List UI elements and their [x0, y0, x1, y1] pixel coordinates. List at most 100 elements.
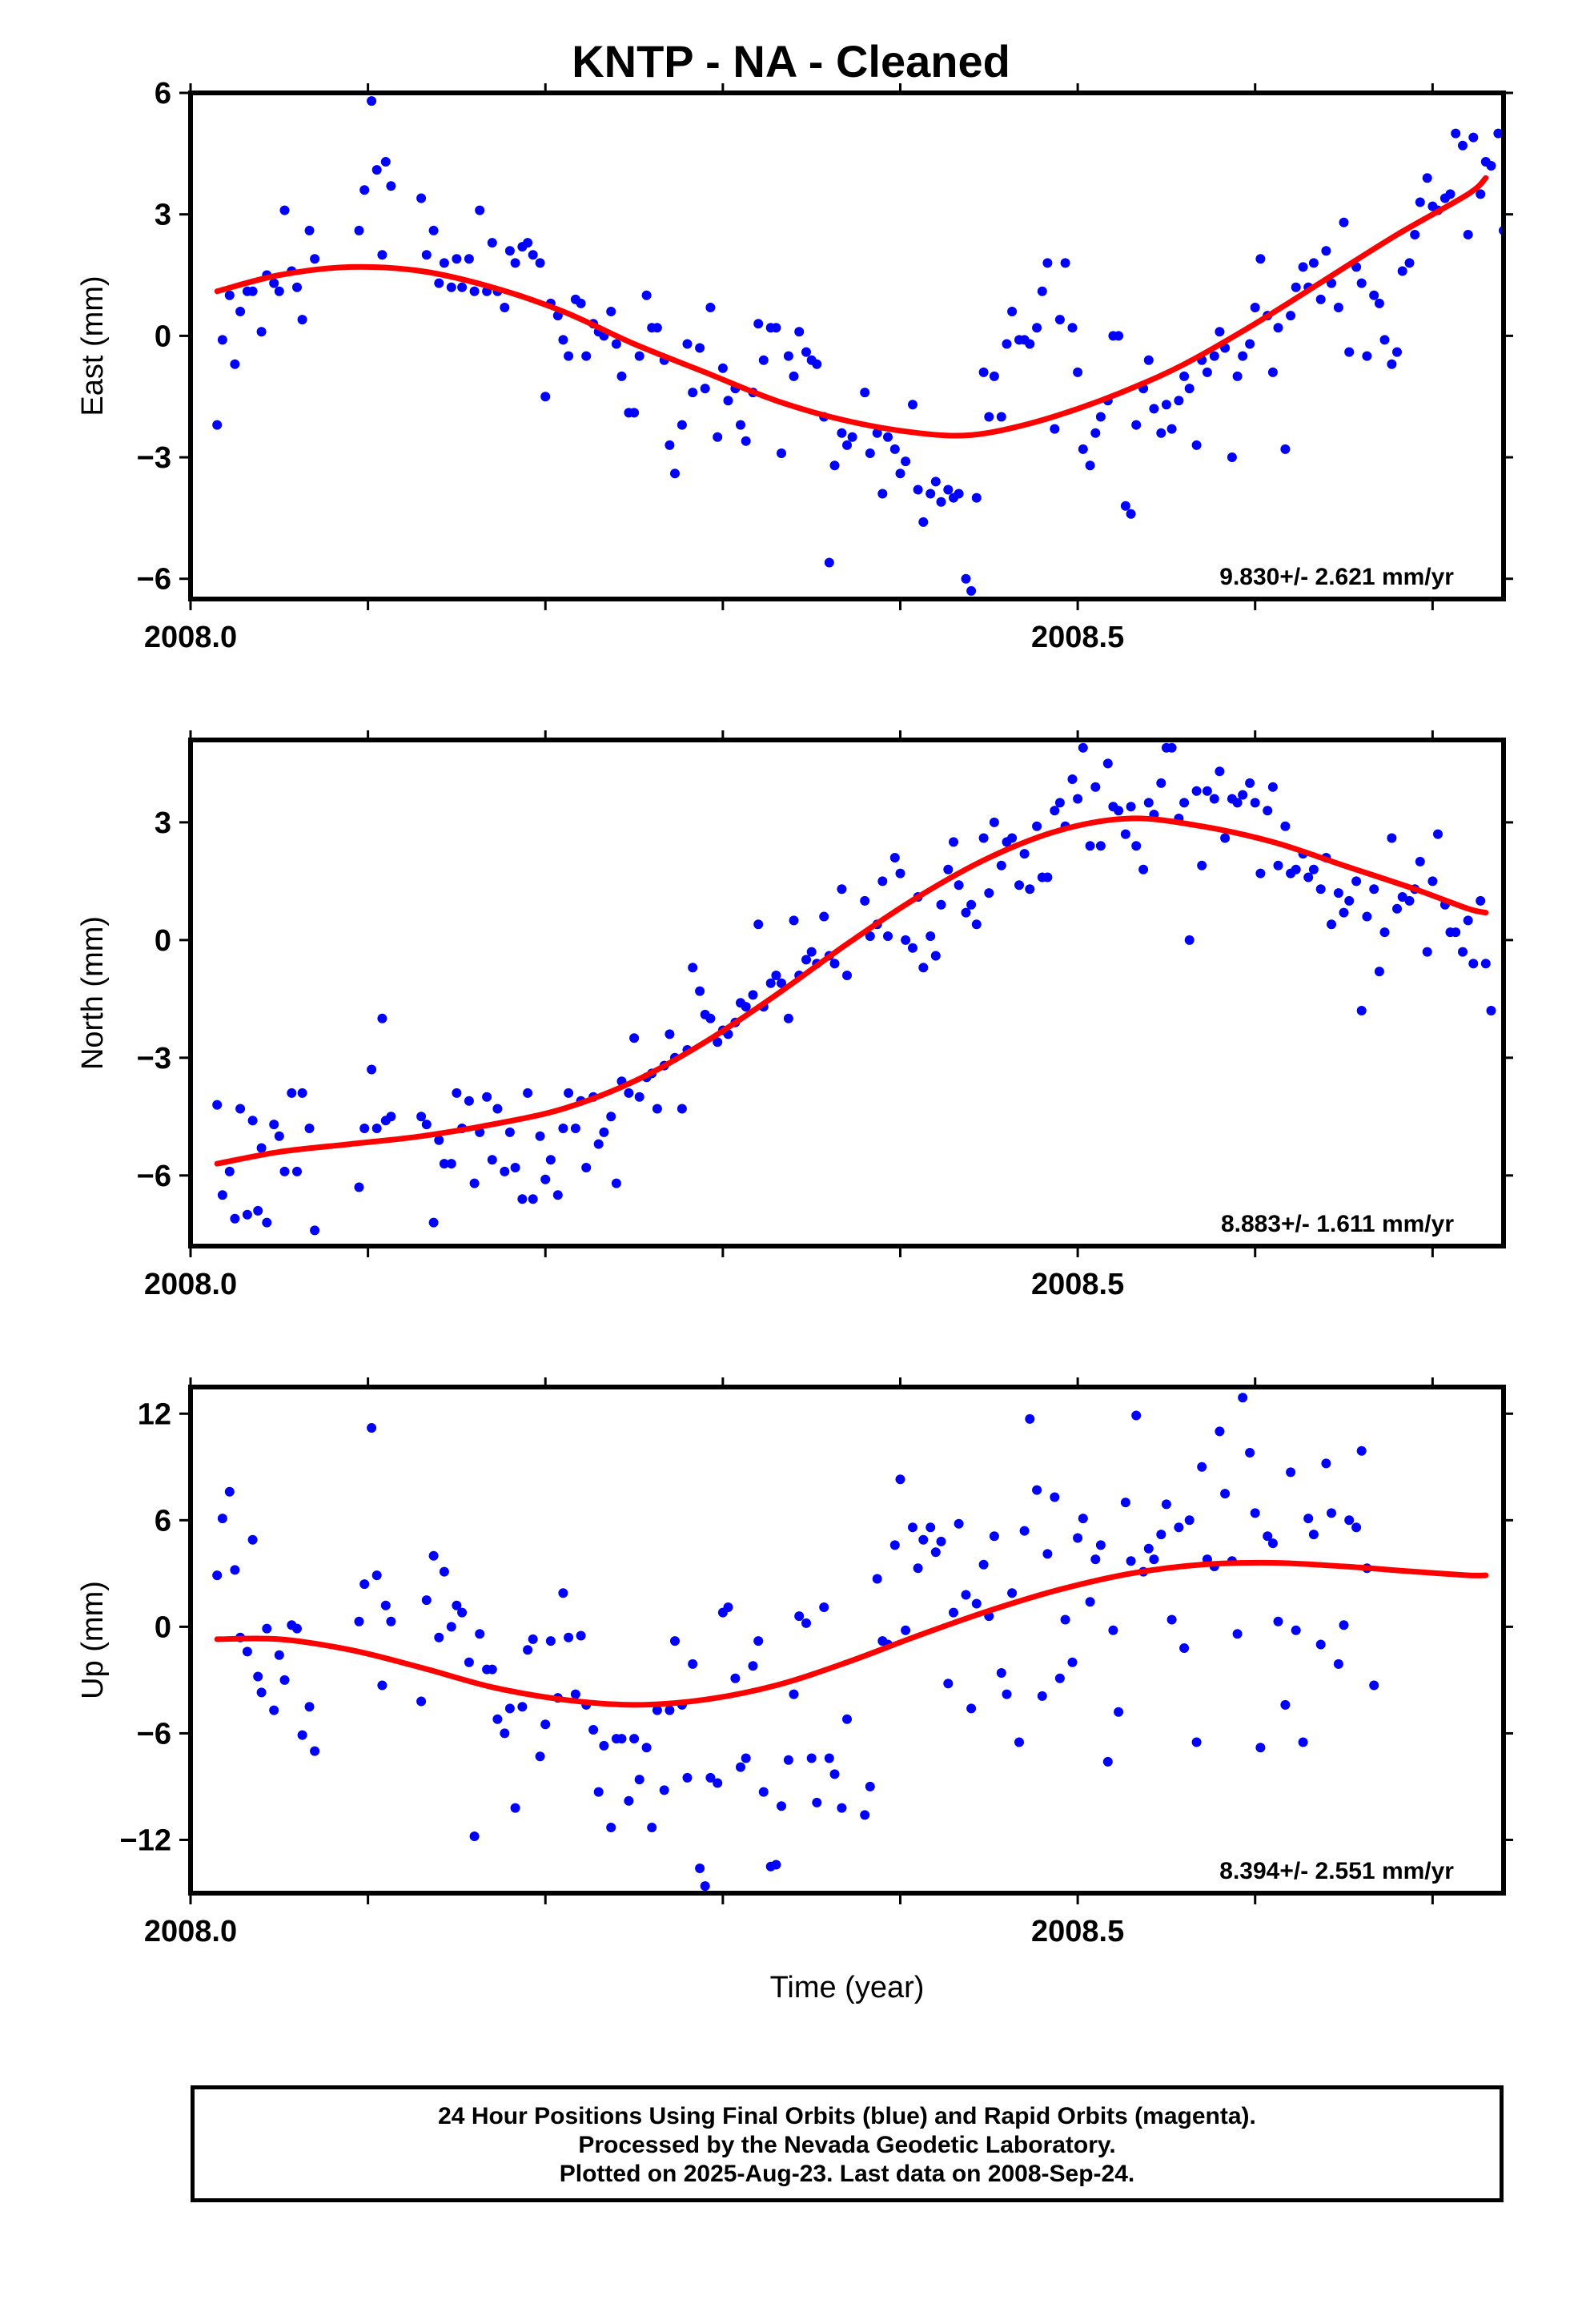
data-point [741, 436, 751, 446]
data-point [367, 1423, 377, 1433]
data-point [371, 1570, 382, 1581]
data-point [439, 1159, 449, 1169]
data-point [936, 899, 946, 910]
data-point [829, 1769, 840, 1779]
data-point [943, 864, 954, 875]
data-point [606, 307, 616, 316]
data-point [469, 1178, 480, 1188]
data-point [989, 817, 999, 827]
data-point [386, 1112, 396, 1122]
data-point [847, 432, 857, 442]
data-point [860, 895, 870, 906]
data-point [354, 1616, 364, 1626]
data-point [224, 1486, 235, 1497]
data-point [611, 339, 621, 349]
y-tick-label: 6 [155, 77, 171, 111]
data-point [713, 1778, 723, 1788]
data-point [801, 955, 811, 965]
data-point [1174, 1522, 1184, 1533]
data-point [377, 250, 387, 260]
data-point [593, 1139, 604, 1149]
data-point [446, 1622, 456, 1632]
data-point [1166, 424, 1177, 434]
east-frame [188, 90, 1506, 601]
data-point [652, 323, 662, 333]
data-point [901, 935, 911, 945]
data-point [1191, 1737, 1202, 1747]
data-point [1232, 1629, 1243, 1639]
data-point [877, 489, 888, 499]
data-point [1415, 197, 1425, 207]
data-point [523, 238, 533, 248]
data-point [1303, 872, 1314, 883]
data-point [1379, 927, 1390, 938]
data-point [1522, 133, 1532, 143]
data-point [545, 1155, 556, 1165]
data-point [989, 1531, 999, 1542]
data-point [558, 1588, 568, 1598]
data-point [1202, 786, 1212, 796]
data-point [446, 282, 456, 292]
data-point [1451, 927, 1461, 938]
data-point [777, 978, 786, 988]
data-point [1493, 128, 1504, 139]
data-point [256, 1143, 267, 1153]
data-point [1220, 1489, 1231, 1499]
data-point [1149, 1554, 1159, 1565]
data-point [1369, 884, 1379, 895]
data-point [1291, 864, 1301, 875]
data-point [1073, 1533, 1083, 1543]
data-point [367, 1064, 377, 1075]
north-fit-line [214, 815, 1489, 1167]
data-point [377, 1013, 387, 1023]
data-point [1463, 230, 1473, 239]
data-point [1209, 794, 1219, 804]
data-point [564, 1088, 574, 1098]
data-point [434, 1135, 444, 1145]
data-point [371, 165, 382, 175]
data-point [292, 282, 302, 292]
data-point [416, 1696, 427, 1707]
data-point [523, 1645, 533, 1655]
data-point [842, 971, 852, 980]
data-point [926, 931, 936, 941]
data-point [1280, 444, 1291, 454]
data-point [242, 1209, 252, 1220]
data-point [1032, 1485, 1042, 1495]
data-point [377, 1680, 387, 1691]
data-point [1427, 876, 1438, 887]
data-point [1476, 895, 1486, 906]
data-point [616, 371, 627, 381]
data-point [523, 1088, 533, 1098]
data-point [1073, 367, 1083, 377]
data-point [1327, 919, 1336, 930]
data-point [1273, 860, 1283, 870]
data-point [564, 351, 574, 361]
data-point [1078, 444, 1088, 454]
x-tick-label: 2008.5 [1031, 1915, 1124, 1948]
data-point [1339, 907, 1349, 918]
x-tick-label: 2008.5 [1031, 1268, 1124, 1301]
data-point [723, 396, 733, 406]
data-point [872, 1574, 882, 1584]
data-point [996, 860, 1006, 870]
data-point [269, 278, 279, 288]
data-point [1362, 351, 1372, 361]
data-point [1025, 884, 1035, 895]
data-point [428, 1550, 439, 1561]
data-point [629, 1734, 640, 1744]
data-point [806, 947, 817, 957]
data-point [535, 1131, 545, 1141]
data-point [452, 1088, 462, 1098]
data-point [695, 1864, 705, 1873]
data-point [304, 1124, 315, 1133]
y-tick-label: −12 [120, 1823, 171, 1857]
data-point [1202, 367, 1212, 377]
up-fit-line [214, 1559, 1489, 1708]
y-tick-label: 3 [155, 199, 171, 232]
data-point [354, 1182, 364, 1192]
data-point [842, 440, 852, 450]
data-point [421, 250, 432, 260]
data-point [1458, 947, 1468, 957]
data-point [492, 1714, 503, 1724]
